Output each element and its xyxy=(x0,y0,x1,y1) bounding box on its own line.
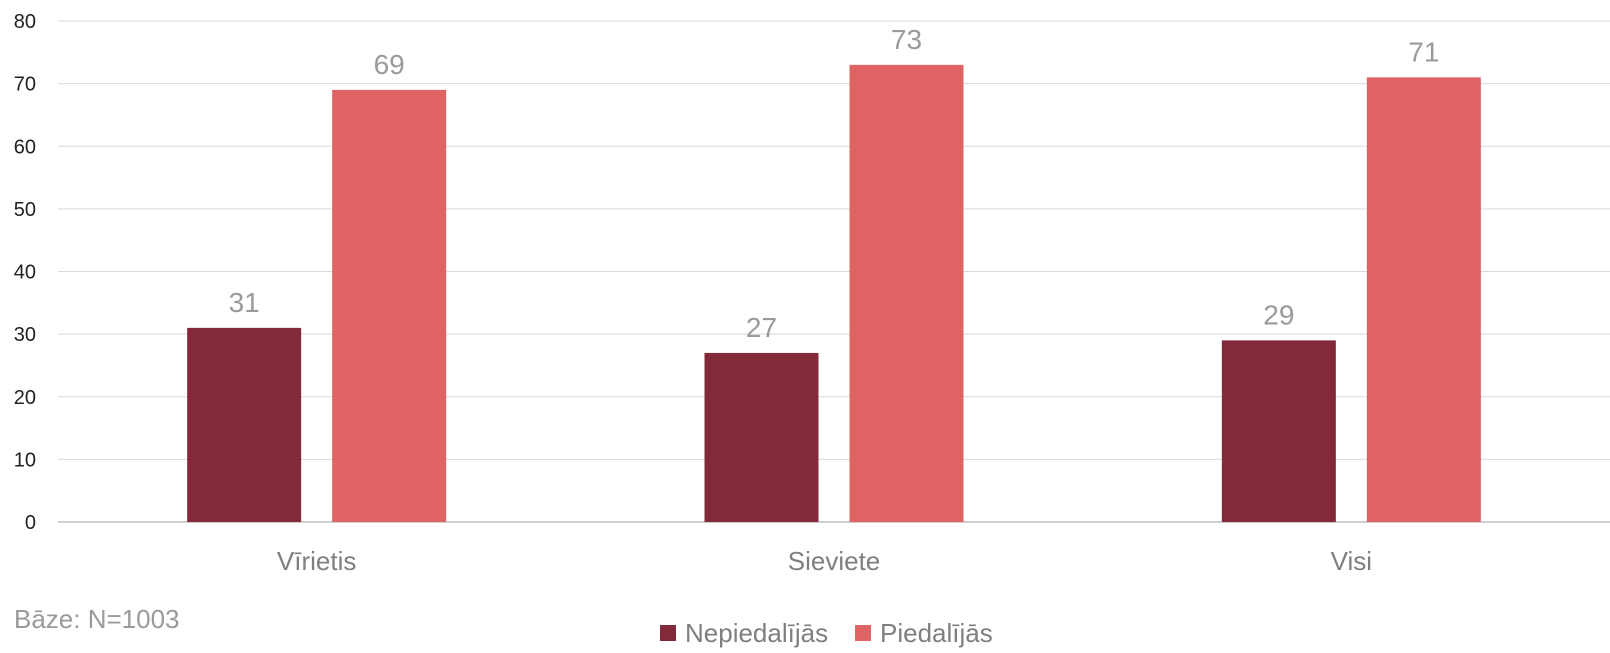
bar-nepiedalijas-0 xyxy=(187,327,302,522)
legend-swatch xyxy=(855,625,871,641)
legend-label: Nepiedalījās xyxy=(685,618,828,648)
bar-piedalijas-2 xyxy=(1366,77,1481,523)
bars xyxy=(187,64,1481,523)
y-tick-label: 30 xyxy=(14,324,36,346)
x-axis: Vīrietis Sieviete Visi xyxy=(277,546,1372,576)
bar-piedalijas-0 xyxy=(332,89,447,522)
y-tick-label: 20 xyxy=(14,387,36,409)
x-tick-label: Sieviete xyxy=(788,546,881,576)
legend-label: Piedalījās xyxy=(880,618,993,648)
gridlines xyxy=(58,20,1610,523)
y-tick-label: 0 xyxy=(25,512,36,534)
data-label: 27 xyxy=(746,312,777,343)
y-tick-label: 50 xyxy=(14,199,36,221)
y-tick-label: 40 xyxy=(14,262,36,284)
data-label: 31 xyxy=(229,287,260,318)
y-tick-label: 10 xyxy=(14,449,36,471)
x-tick-label: Vīrietis xyxy=(277,546,356,576)
bar-nepiedalijas-1 xyxy=(704,352,819,522)
legend: Nepiedalījās Piedalījās xyxy=(660,618,993,648)
legend-swatch xyxy=(660,625,676,641)
data-label: 29 xyxy=(1263,299,1294,330)
data-label: 71 xyxy=(1408,36,1439,67)
y-tick-label: 70 xyxy=(14,74,36,96)
y-tick-label: 80 xyxy=(14,11,36,33)
y-axis: 0 10 20 30 40 50 60 70 80 xyxy=(14,11,36,534)
data-label: 69 xyxy=(374,49,405,80)
bar-nepiedalijas-2 xyxy=(1221,340,1336,522)
x-tick-label: Visi xyxy=(1331,546,1372,576)
data-label: 73 xyxy=(891,24,922,55)
y-tick-label: 60 xyxy=(14,136,36,158)
base-note: Bāze: N=1003 xyxy=(14,604,180,634)
data-labels: 31 69 27 73 29 71 xyxy=(229,24,1440,343)
bar-piedalijas-1 xyxy=(849,64,964,523)
